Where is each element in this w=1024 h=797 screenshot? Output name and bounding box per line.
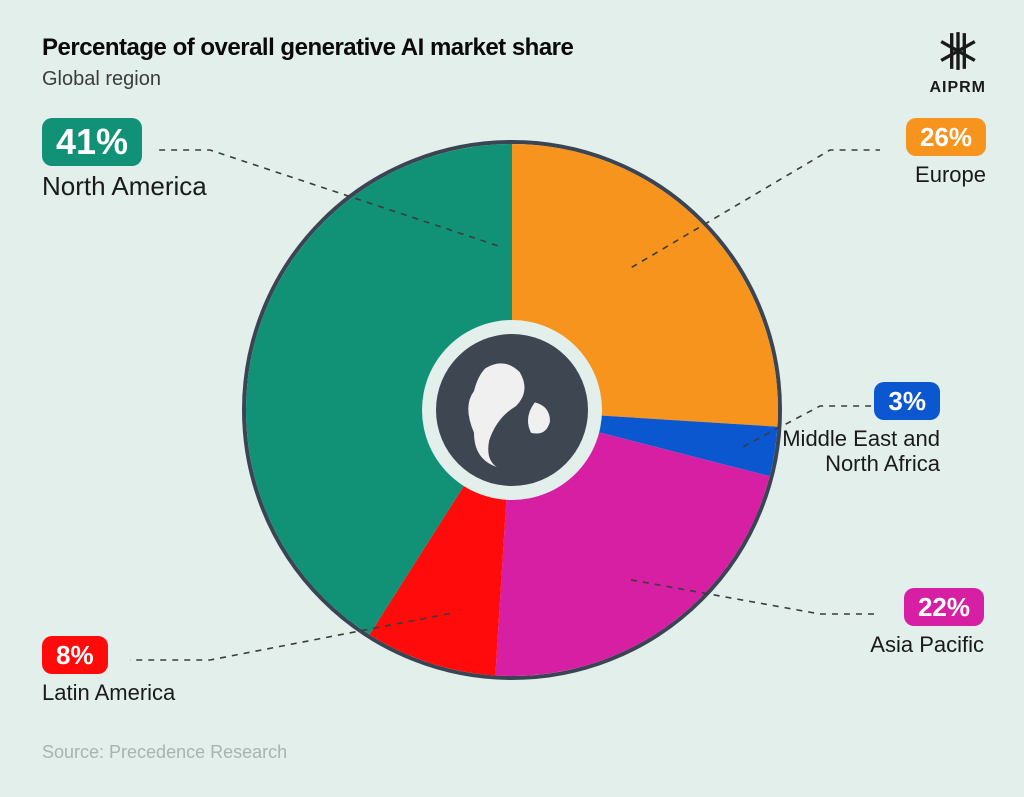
brand-block: AIPRM bbox=[929, 30, 986, 97]
callout-north-america: 41% North America bbox=[42, 118, 207, 202]
globe-icon bbox=[422, 320, 602, 500]
value-badge: 22% bbox=[904, 588, 984, 626]
value-badge: 41% bbox=[42, 118, 142, 166]
callout-label: Latin America bbox=[42, 680, 175, 705]
brand-logo-icon bbox=[937, 30, 979, 72]
infographic-canvas: Percentage of overall generative AI mark… bbox=[0, 0, 1024, 797]
callout-asia-pacific: 22% Asia Pacific bbox=[724, 588, 984, 657]
chart-title: Percentage of overall generative AI mark… bbox=[42, 34, 573, 62]
chart-subtitle: Global region bbox=[42, 68, 161, 91]
value-badge: 8% bbox=[42, 636, 108, 674]
callout-europe: 26% Europe bbox=[726, 118, 986, 187]
callout-label: Middle East andNorth Africa bbox=[680, 426, 940, 477]
callout-mena: 3% Middle East andNorth Africa bbox=[680, 382, 940, 477]
source-attribution: Source: Precedence Research bbox=[42, 742, 287, 763]
callout-label: Asia Pacific bbox=[724, 632, 984, 657]
value-badge: 3% bbox=[874, 382, 940, 420]
callout-latin-america: 8% Latin America bbox=[42, 636, 175, 705]
callout-label: Europe bbox=[726, 162, 986, 187]
value-badge: 26% bbox=[906, 118, 986, 156]
brand-name: AIPRM bbox=[929, 79, 986, 97]
callout-label: North America bbox=[42, 172, 207, 202]
